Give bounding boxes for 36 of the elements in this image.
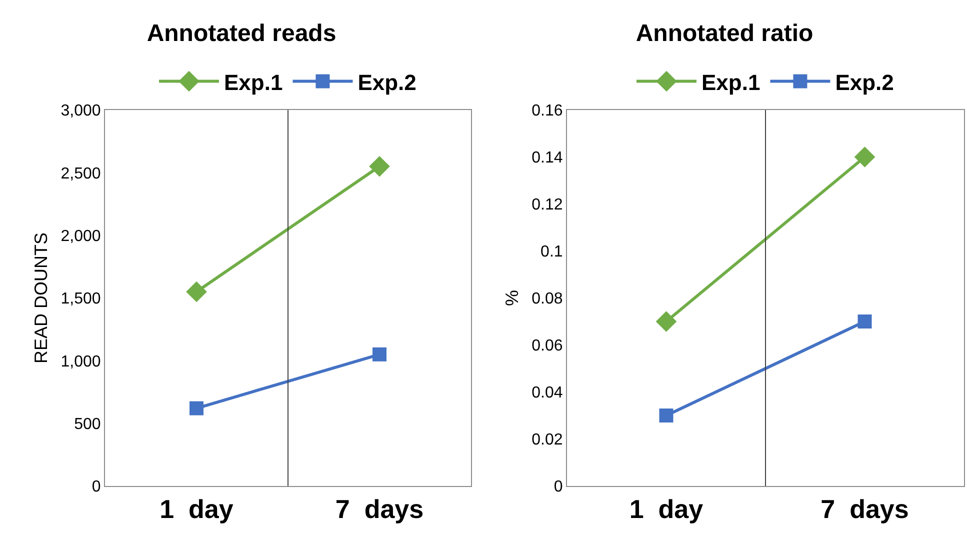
chart-title: Annotated ratio	[636, 20, 814, 47]
x-tick-label: 7 days	[820, 494, 909, 524]
point	[186, 281, 207, 302]
y-tick-label: 500	[74, 416, 101, 433]
y-tick-label: 0.08	[532, 290, 563, 308]
point	[656, 311, 677, 332]
y-tick-label: 1,000	[60, 353, 101, 370]
legend-label: Exp.2	[835, 70, 894, 95]
point	[854, 146, 876, 168]
y-tick-label: 0.16	[532, 102, 563, 120]
y-axis-title: READ DOUNTS	[30, 232, 51, 364]
legend-label: Exp.1	[224, 70, 283, 95]
y-tick-label: 2,000	[60, 228, 101, 245]
y-axis-title: %	[502, 290, 522, 306]
y-tick-label: 2,500	[60, 165, 101, 182]
point	[858, 314, 872, 328]
y-tick-label: 0.02	[532, 432, 563, 449]
x-tick-label: 1 day	[160, 494, 234, 524]
y-tick-label: 0.1	[540, 244, 563, 261]
x-tick-label: 7 days	[335, 494, 424, 524]
point	[659, 408, 674, 422]
y-tick-label: 0.12	[532, 196, 563, 214]
legend-label: Exp.2	[358, 70, 416, 95]
point	[190, 401, 204, 416]
x-tick-label: 1 day	[629, 494, 704, 524]
point	[372, 347, 386, 362]
point	[369, 156, 390, 177]
y-tick-label: 1,500	[60, 290, 101, 308]
y-tick-label: 0.06	[532, 338, 563, 355]
y-tick-label: 0	[554, 478, 563, 496]
y-tick-label: 0	[92, 478, 101, 496]
y-tick-label: 3,000	[60, 102, 101, 120]
legend-label: Exp.1	[702, 70, 760, 95]
chart-title: Annotated reads	[146, 20, 336, 47]
y-tick-label: 0.04	[532, 384, 563, 402]
y-tick-label: 0.14	[532, 150, 563, 167]
